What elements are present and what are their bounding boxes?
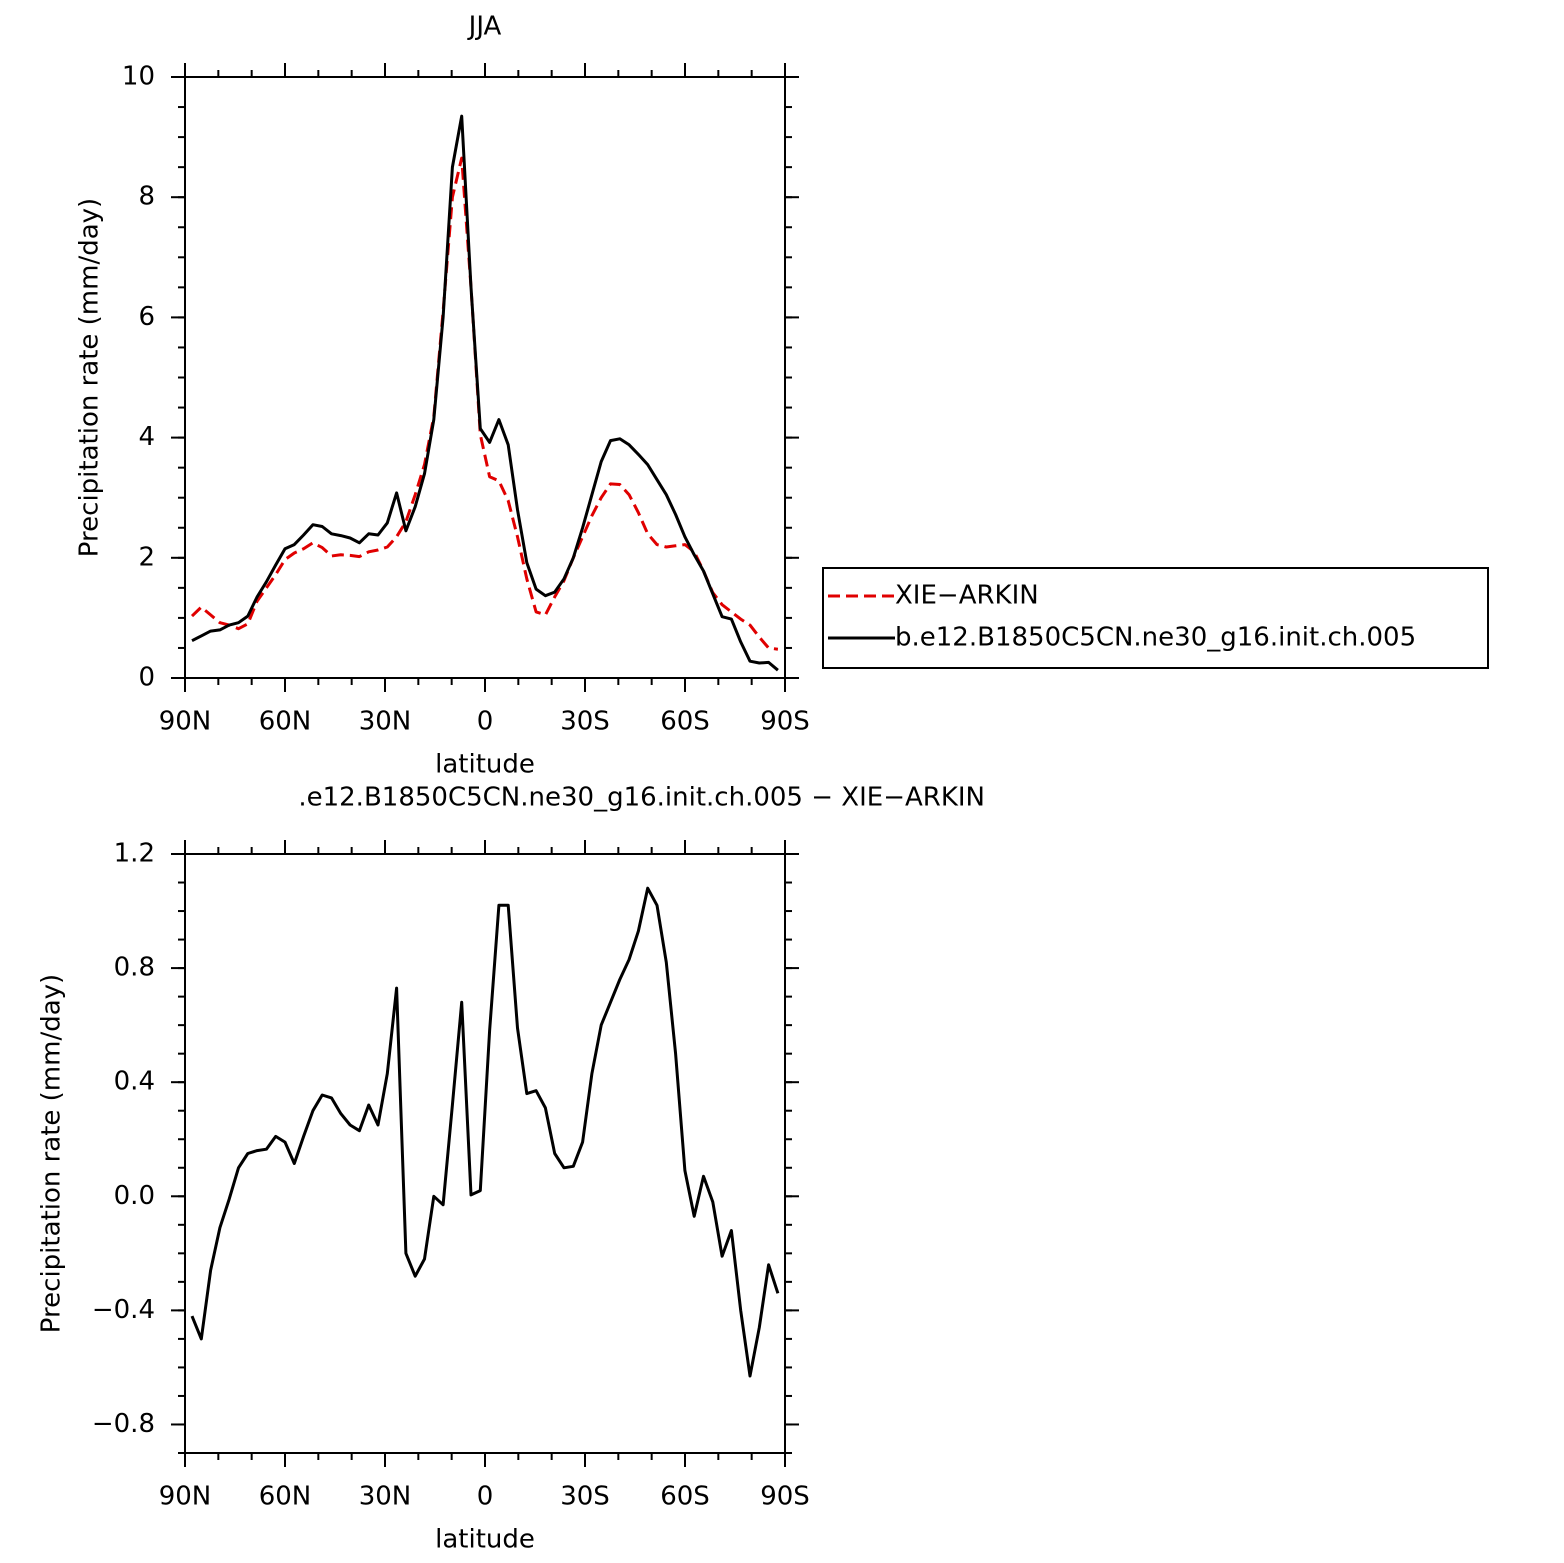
y-axis-label: Precipitation rate (mm/day) — [37, 974, 67, 1333]
x-tick-label: 60N — [259, 707, 312, 737]
x-axis-label: latitude — [435, 750, 535, 780]
chart-title: .e12.B1850C5CN.ne30_g16.init.ch.005 − XI… — [298, 783, 985, 813]
y-tick-label: 0.4 — [114, 1067, 155, 1097]
y-tick-label: 0 — [138, 663, 155, 693]
plot-frame — [184, 76, 786, 679]
data-line — [191, 114, 779, 672]
chart-title: JJA — [467, 12, 502, 42]
legend-label: b.e12.B1850C5CN.ne30_g16.init.ch.005 — [895, 623, 1416, 653]
y-tick-label: 2 — [138, 542, 155, 572]
y-tick-label: 4 — [138, 422, 155, 452]
y-tick-label: 0.8 — [114, 953, 155, 983]
x-tick-label: 0 — [477, 1482, 494, 1512]
data-line — [190, 156, 779, 651]
y-tick-label: −0.8 — [92, 1409, 155, 1439]
x-tick-label: 90S — [760, 707, 810, 737]
x-tick-label: 90N — [159, 707, 212, 737]
y-axis-label: Precipitation rate (mm/day) — [75, 198, 105, 557]
x-tick-label: 60N — [259, 1482, 312, 1512]
x-axis-label: latitude — [435, 1525, 535, 1555]
x-tick-label: 60S — [660, 1482, 710, 1512]
plot-frame — [184, 853, 786, 1454]
x-tick-label: 60S — [660, 707, 710, 737]
data-line — [190, 886, 780, 1378]
y-tick-label: 10 — [122, 62, 155, 92]
x-tick-label: 30S — [560, 707, 610, 737]
x-tick-label: 0 — [477, 707, 494, 737]
y-tick-label: 8 — [138, 182, 155, 212]
legend-box — [822, 567, 1489, 669]
y-tick-label: 6 — [138, 302, 155, 332]
legend-label: XIE−ARKIN — [895, 581, 1039, 611]
y-tick-label: −0.4 — [92, 1295, 155, 1325]
x-tick-label: 30S — [560, 1482, 610, 1512]
y-tick-label: 1.2 — [114, 839, 155, 869]
x-tick-label: 90S — [760, 1482, 810, 1512]
x-tick-label: 90N — [159, 1482, 212, 1512]
x-tick-label: 30N — [359, 707, 412, 737]
x-tick-label: 30N — [359, 1482, 412, 1512]
y-tick-label: 0.0 — [114, 1181, 155, 1211]
